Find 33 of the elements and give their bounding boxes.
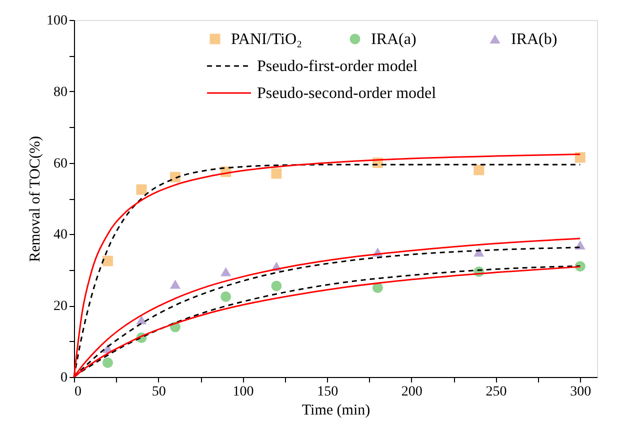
x-tick-label: 100 (232, 384, 254, 400)
point (136, 184, 147, 195)
y-tick-label: 100 (46, 14, 68, 28)
point (102, 256, 113, 266)
point (220, 267, 232, 276)
x-axis-title: Time (min) (302, 402, 370, 418)
y-tick-label: 80 (54, 84, 68, 100)
point (271, 280, 282, 292)
x-tick-label: 150 (317, 384, 338, 400)
point (474, 164, 484, 176)
x-tick-label: 200 (401, 384, 422, 400)
point (170, 280, 180, 289)
y-tick-label: 60 (54, 156, 68, 172)
y-tick-label: 20 (54, 299, 68, 314)
y-tick-label: 40 (54, 228, 68, 243)
legend-label: IRA(a) (371, 31, 416, 48)
legend-label: Pseudo-first-order model (257, 58, 418, 75)
y-axis-title: Removal of TOC(%) (28, 136, 44, 262)
y-tick-label: 0 (60, 370, 68, 386)
x-tick-label: 0 (74, 384, 82, 400)
x-tick-label: 250 (486, 384, 507, 400)
legend-label: IRA(b) (511, 31, 558, 48)
point (372, 282, 383, 293)
legend-label: PANI/TiO₂ (231, 31, 302, 48)
point (271, 168, 282, 179)
legend-label: Pseudo-second-order model (257, 85, 437, 102)
point (220, 291, 232, 302)
point (170, 172, 180, 182)
x-tick-label: 50 (152, 384, 166, 400)
point (574, 152, 586, 163)
point (136, 315, 147, 324)
x-tick-label: 300 (570, 384, 592, 400)
point (102, 357, 113, 368)
